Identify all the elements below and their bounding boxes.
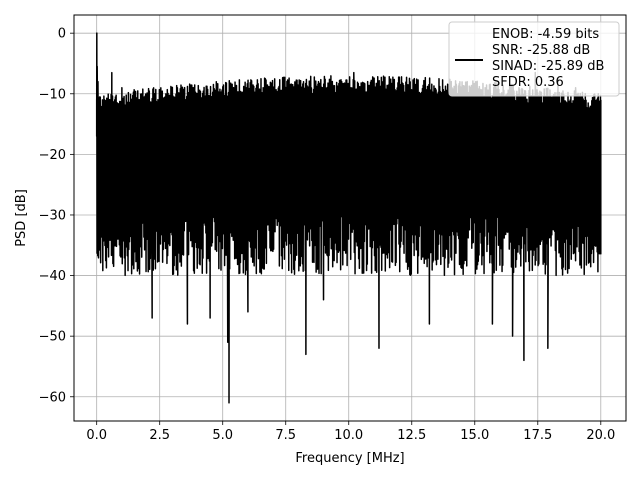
x-tick-label: 15.0 (460, 428, 489, 443)
x-tick-label: 0.0 (86, 428, 107, 443)
y-tick-label: −10 (39, 87, 66, 102)
y-tick-label: −30 (39, 208, 66, 223)
y-tick-label: −50 (39, 330, 66, 345)
psd-series-line (95, 32, 602, 404)
axes-frame (73, 14, 627, 422)
y-axis-label: PSD [dB] (14, 189, 29, 247)
y-axis-ticks: 0 −10 −20 −30 −40 −50 −60 (39, 27, 74, 405)
plot-area (95, 32, 602, 404)
legend-entry-sfdr: SFDR: 0.36 (492, 75, 564, 90)
y-tick-label: −20 (39, 148, 66, 163)
y-tick-label: −40 (39, 269, 66, 284)
legend-box (448, 21, 620, 97)
x-tick-label: 5.0 (212, 428, 233, 443)
legend-entry-enob: ENOB: -4.59 bits (492, 27, 599, 42)
x-tick-label: 2.5 (149, 428, 170, 443)
legend-entry-snr: SNR: -25.88 dB (492, 43, 590, 58)
x-tick-label: 12.5 (397, 428, 426, 443)
legend-entry-sinad: SINAD: -25.89 dB (492, 59, 604, 74)
y-tick-label: 0 (58, 27, 66, 42)
x-axis-ticks: 0.0 2.5 5.0 7.5 10.0 12.5 15.0 17.5 20.0 (86, 421, 615, 443)
x-tick-label: 17.5 (523, 428, 552, 443)
x-axis-label: Frequency [MHz] (295, 451, 404, 466)
y-tick-label: −60 (39, 390, 66, 405)
x-tick-label: 10.0 (334, 428, 363, 443)
legend: ENOB: -4.59 bits SNR: -25.88 dB SINAD: -… (448, 21, 620, 97)
x-tick-label: 7.5 (275, 428, 296, 443)
x-tick-label: 20.0 (586, 428, 615, 443)
